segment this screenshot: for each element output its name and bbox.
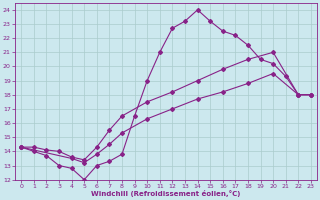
X-axis label: Windchill (Refroidissement éolien,°C): Windchill (Refroidissement éolien,°C)	[92, 190, 241, 197]
